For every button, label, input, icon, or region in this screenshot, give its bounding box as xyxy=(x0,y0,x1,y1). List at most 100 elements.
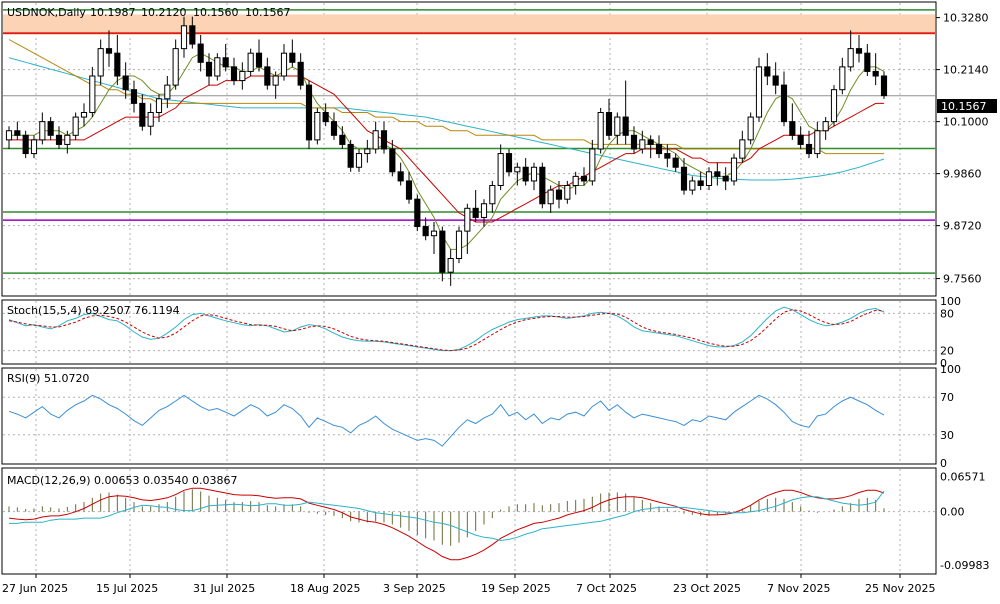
axis-layer: 10.3280 10.2140 10.1000 9.9860 9.8720 9.7560 1… xyxy=(2,12,989,595)
bearish-candle xyxy=(222,57,229,68)
bullish-candle xyxy=(72,116,79,136)
bullish-candle xyxy=(589,148,596,182)
bearish-candle xyxy=(555,189,563,200)
bullish-candle xyxy=(430,230,438,237)
bearish-candle xyxy=(322,112,329,123)
bearish-candle xyxy=(230,66,238,82)
level-layer xyxy=(3,9,935,274)
bullish-candle xyxy=(739,139,746,159)
bearish-candle xyxy=(339,134,346,145)
date-axis-label: 19 Sep 2025 xyxy=(481,582,551,595)
bearish-candle xyxy=(114,52,121,77)
bullish-candle xyxy=(64,134,71,145)
macd-axis-label: 0.00 xyxy=(940,506,965,519)
date-axis-label: 18 Aug 2025 xyxy=(290,582,360,595)
bullish-candle xyxy=(730,157,738,182)
bullish-candle xyxy=(364,148,371,155)
bullish-candle xyxy=(147,112,154,127)
bearish-candle xyxy=(714,171,721,177)
moving-average-mid-line xyxy=(9,75,884,223)
current-price-tag xyxy=(937,99,997,113)
bearish-candle xyxy=(580,175,588,182)
moving-average-fast-line xyxy=(9,52,885,250)
macd-axis-label: 0.06571 xyxy=(940,471,986,484)
bullish-candle xyxy=(822,121,829,132)
bearish-candle xyxy=(872,70,879,77)
price-axis-label: 9.8720 xyxy=(943,220,982,233)
bearish-candle xyxy=(780,84,788,123)
stoch-axis-label: 0 xyxy=(940,357,947,370)
bullish-candle xyxy=(489,185,496,205)
bearish-candle xyxy=(122,75,129,91)
rsi-axis-label: 70 xyxy=(940,391,954,404)
stoch-axis-label: 20 xyxy=(940,345,954,358)
bullish-candle xyxy=(689,180,696,191)
bearish-candle xyxy=(605,112,613,136)
bullish-candle xyxy=(547,189,554,205)
price-axis-label: 9.7560 xyxy=(943,273,982,286)
bearish-candle xyxy=(680,166,688,191)
bullish-candle xyxy=(80,112,88,118)
bullish-candle xyxy=(39,121,46,141)
current-price-label: 10.1567 xyxy=(941,100,987,113)
bullish-candle xyxy=(572,175,579,186)
macd-title: MACD(12,26,9) 0.00653 0.03540 0.03867 xyxy=(7,474,238,487)
stoch-axis-label: 80 xyxy=(940,307,954,320)
bearish-candle xyxy=(505,153,513,173)
bullish-candle xyxy=(847,48,854,68)
bullish-candle xyxy=(455,230,463,259)
macd-signal-line xyxy=(9,490,885,542)
bearish-candle xyxy=(864,52,871,72)
bullish-candle xyxy=(705,171,713,186)
bullish-candle xyxy=(5,130,13,141)
bullish-candle xyxy=(30,139,38,155)
bullish-candle xyxy=(564,185,571,200)
bearish-candle xyxy=(305,84,313,141)
moving-average-long-line xyxy=(8,57,885,181)
bearish-candle xyxy=(55,134,63,145)
bearish-candle xyxy=(189,25,196,45)
rsi-axis-label: 0 xyxy=(940,457,947,470)
bearish-candle xyxy=(47,121,54,136)
bullish-candle xyxy=(314,112,321,141)
bullish-candle xyxy=(239,70,246,82)
bullish-candle xyxy=(480,203,488,218)
date-axis-label: 3 Sep 2025 xyxy=(383,582,446,595)
bullish-candle xyxy=(372,130,379,150)
price-axis-label: 10.2140 xyxy=(943,64,989,77)
date-axis-label: 7 Oct 2025 xyxy=(576,582,637,595)
bearish-candle xyxy=(672,157,679,168)
date-axis-label: 23 Oct 2025 xyxy=(673,582,741,595)
grid-layer xyxy=(3,3,935,573)
bearish-candle xyxy=(664,153,671,159)
bearish-candle xyxy=(522,166,529,182)
bullish-candle xyxy=(355,153,363,168)
bearish-candle xyxy=(539,166,546,205)
bearish-candle xyxy=(347,143,354,168)
bearish-candle xyxy=(630,134,638,150)
main-open-value: 10.1987 xyxy=(90,6,136,19)
bearish-candle xyxy=(472,207,479,218)
moving-average-layer xyxy=(8,39,885,250)
bearish-candle xyxy=(405,180,413,200)
bearish-candle xyxy=(139,102,146,127)
date-axis-label: 25 Nov 2025 xyxy=(865,582,935,595)
bearish-candle xyxy=(330,121,338,136)
candle-layer xyxy=(5,16,888,286)
main-high-value: 10.2120 xyxy=(141,6,187,19)
date-axis-label: 15 Jul 2025 xyxy=(96,582,158,595)
bearish-candle xyxy=(105,48,113,54)
bearish-candle xyxy=(255,52,263,68)
main-panel-frame xyxy=(1,1,937,297)
bullish-candle xyxy=(214,57,221,77)
bullish-candle xyxy=(814,130,821,155)
main-close-value: 10.1567 xyxy=(245,6,291,19)
bullish-candle xyxy=(530,166,538,182)
bullish-candle xyxy=(280,52,288,77)
bearish-candle xyxy=(880,75,888,97)
bullish-candle xyxy=(155,98,163,113)
macd-panel-frame xyxy=(1,467,937,575)
rsi-axis-label: 100 xyxy=(940,363,961,376)
